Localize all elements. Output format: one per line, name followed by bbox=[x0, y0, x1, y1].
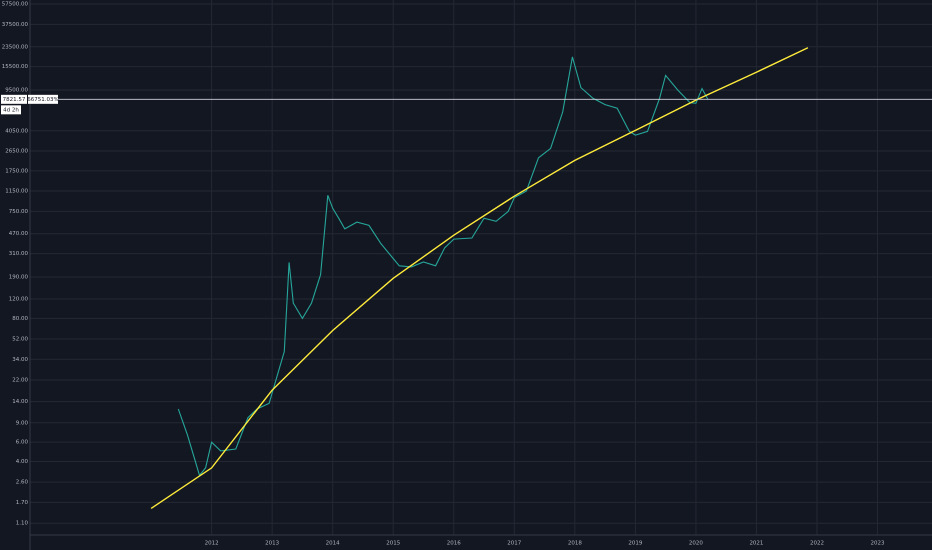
y-tick-label: 4.00 bbox=[16, 459, 29, 465]
y-tick-label: 2.60 bbox=[16, 480, 29, 486]
y-tick-label: 1.70 bbox=[16, 500, 29, 506]
y-tick-label: 310.00 bbox=[9, 251, 29, 257]
countdown-tag: 4d 2h bbox=[3, 107, 19, 113]
x-tick-label: 2016 bbox=[447, 541, 461, 547]
x-tick-label: 2017 bbox=[507, 541, 521, 547]
x-tick-label: 2020 bbox=[689, 541, 703, 547]
price-tag: 7821.57 bbox=[3, 97, 26, 103]
y-tick-label: 9.00 bbox=[16, 420, 29, 426]
y-tick-label: 2650.00 bbox=[5, 149, 28, 155]
y-tick-label: 6.00 bbox=[16, 440, 29, 446]
x-tick-label: 2023 bbox=[871, 541, 885, 547]
y-tick-label: 80.00 bbox=[12, 316, 28, 322]
x-tick-label: 2019 bbox=[628, 541, 642, 547]
y-tick-label: 52.00 bbox=[12, 336, 28, 342]
series-line bbox=[150, 47, 809, 509]
x-tick-label: 2018 bbox=[568, 541, 582, 547]
y-tick-label: 23500.00 bbox=[2, 44, 29, 50]
y-tick-label: 15500.00 bbox=[2, 64, 29, 70]
y-tick-label: 1.10 bbox=[16, 521, 29, 527]
y-tick-label: 470.00 bbox=[9, 231, 29, 237]
change-tag-box bbox=[28, 94, 58, 104]
countdown-box bbox=[1, 105, 21, 115]
x-tick-label: 2012 bbox=[205, 541, 219, 547]
y-tick-label: 9500.00 bbox=[5, 88, 28, 94]
y-tick-label: 4050.00 bbox=[5, 128, 28, 134]
y-tick-label: 1150.00 bbox=[5, 188, 28, 194]
x-tick-label: 2021 bbox=[749, 541, 763, 547]
x-tick-label: 2013 bbox=[265, 541, 279, 547]
x-tick-label: 2022 bbox=[810, 541, 824, 547]
x-tick-label: 2015 bbox=[386, 541, 400, 547]
y-tick-label: 57500.00 bbox=[2, 1, 29, 7]
price-tag-box bbox=[1, 94, 27, 104]
y-tick-label: 37500.00 bbox=[2, 22, 29, 28]
change-tag: 66751.03% bbox=[27, 97, 58, 103]
y-tick-label: 34.00 bbox=[12, 357, 28, 363]
y-tick-label: 750.00 bbox=[9, 209, 29, 215]
y-tick-label: 1750.00 bbox=[5, 168, 28, 174]
y-tick-label: 22.00 bbox=[12, 378, 28, 384]
x-tick-label: 2014 bbox=[326, 541, 340, 547]
y-tick-label: 120.00 bbox=[9, 296, 29, 302]
series-line bbox=[177, 56, 709, 477]
y-tick-label: 190.00 bbox=[9, 275, 29, 281]
y-tick-label: 14.00 bbox=[12, 399, 28, 405]
